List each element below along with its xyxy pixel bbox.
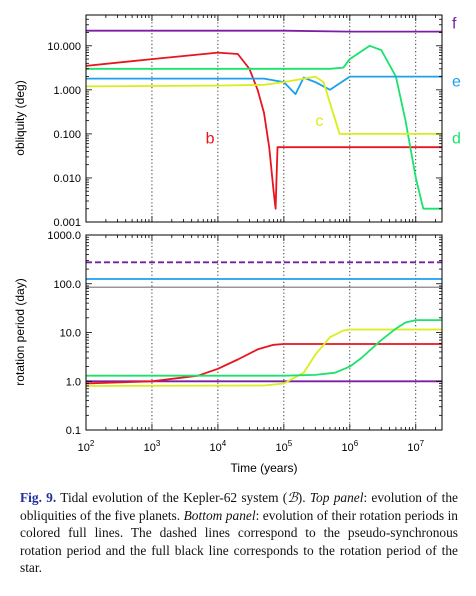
caption-text-1: Tidal evolution of the Kepler-62 system … bbox=[56, 490, 288, 505]
top-series-e bbox=[86, 75, 442, 95]
series-label-c: c bbox=[315, 113, 323, 130]
x-tick-label: 104 bbox=[210, 439, 227, 454]
x-tick-exponent: 7 bbox=[420, 439, 425, 448]
top-series-d bbox=[86, 44, 442, 210]
top-y-tick-label: 0.001 bbox=[53, 217, 81, 229]
bottom-y-tick-label: 10.0 bbox=[60, 328, 81, 340]
x-tick-exponent: 4 bbox=[222, 439, 227, 448]
series-label-e: e bbox=[452, 73, 461, 90]
x-tick-exponent: 3 bbox=[156, 439, 161, 448]
caption-figure-label: Fig. 9. bbox=[20, 490, 57, 505]
top-y-tick-label: 0.100 bbox=[53, 129, 81, 141]
caption-system-symbol: ℬ bbox=[287, 490, 298, 505]
bottom-axes-frame bbox=[85, 234, 443, 431]
x-tick-base: 10 bbox=[144, 442, 156, 454]
bottom-series-d bbox=[86, 319, 442, 377]
caption-top-panel-label: Top panel bbox=[309, 490, 364, 505]
x-axis-label: Time (years) bbox=[231, 461, 298, 475]
top-grid bbox=[151, 15, 417, 222]
x-tick-base: 10 bbox=[78, 442, 90, 454]
bottom-y-axis-label: rotation period (day) bbox=[13, 278, 27, 385]
x-tick-base: 10 bbox=[341, 442, 353, 454]
caption-text-4: : evolution of their rotation periods in… bbox=[20, 507, 459, 576]
top-ticks: 0.001 0.010 0.100 1.000 10.000 bbox=[47, 14, 442, 229]
x-tick-exponent: 6 bbox=[354, 439, 359, 448]
series-label-b: b bbox=[206, 131, 215, 148]
top-y-tick-label: 10.000 bbox=[47, 41, 81, 53]
bottom-series-c bbox=[86, 328, 442, 387]
top-series-f bbox=[86, 29, 442, 33]
top-y-axis-label: obliquity (deg) bbox=[13, 80, 27, 155]
series-label-d: d bbox=[452, 131, 461, 148]
caption-text-3: : evolution of the obliquities of the fi… bbox=[20, 490, 458, 523]
figure: 0.001 0.010 0.100 1.000 10.000 obliquity (de… bbox=[13, 14, 461, 475]
bottom-y-tick-label: 0.1 bbox=[66, 425, 81, 437]
top-y-tick-label: 0.010 bbox=[53, 173, 81, 185]
bottom-series bbox=[86, 261, 442, 387]
x-tick-label: 102 bbox=[78, 439, 95, 454]
x-tick-label: 105 bbox=[276, 439, 293, 454]
bottom-grid bbox=[151, 235, 417, 430]
x-tick-base: 10 bbox=[276, 442, 288, 454]
bottom-y-tick-label: 100.0 bbox=[53, 279, 81, 291]
bottom-y-tick-label: 1000.0 bbox=[47, 230, 81, 242]
x-tick-exponent: 5 bbox=[288, 439, 293, 448]
x-tick-label: 107 bbox=[407, 439, 424, 454]
bottom-series-b bbox=[86, 343, 442, 385]
caption-text-2: ). bbox=[297, 490, 310, 505]
top-y-tick-label: 1.000 bbox=[53, 85, 81, 97]
top-series-b bbox=[86, 51, 442, 210]
top-series bbox=[86, 29, 442, 210]
top-panel: 0.001 0.010 0.100 1.000 10.000 obliquity (de… bbox=[13, 14, 461, 229]
top-series-c bbox=[86, 75, 442, 135]
x-tick-exponent: 2 bbox=[90, 439, 95, 448]
top-series-labels: b c d e f bbox=[206, 15, 461, 147]
x-tick-label: 103 bbox=[144, 439, 161, 454]
x-tick-label: 106 bbox=[341, 439, 358, 454]
x-tick-base: 10 bbox=[210, 442, 222, 454]
caption-bottom-panel-label: Bottom panel bbox=[183, 507, 256, 523]
series-label-f: f bbox=[452, 15, 457, 32]
x-tick-base: 10 bbox=[407, 442, 419, 454]
bottom-y-tick-label: 1.0 bbox=[66, 376, 81, 388]
figure-caption: Fig. 9. Tidal evolution of the Kepler-62… bbox=[20, 489, 458, 577]
